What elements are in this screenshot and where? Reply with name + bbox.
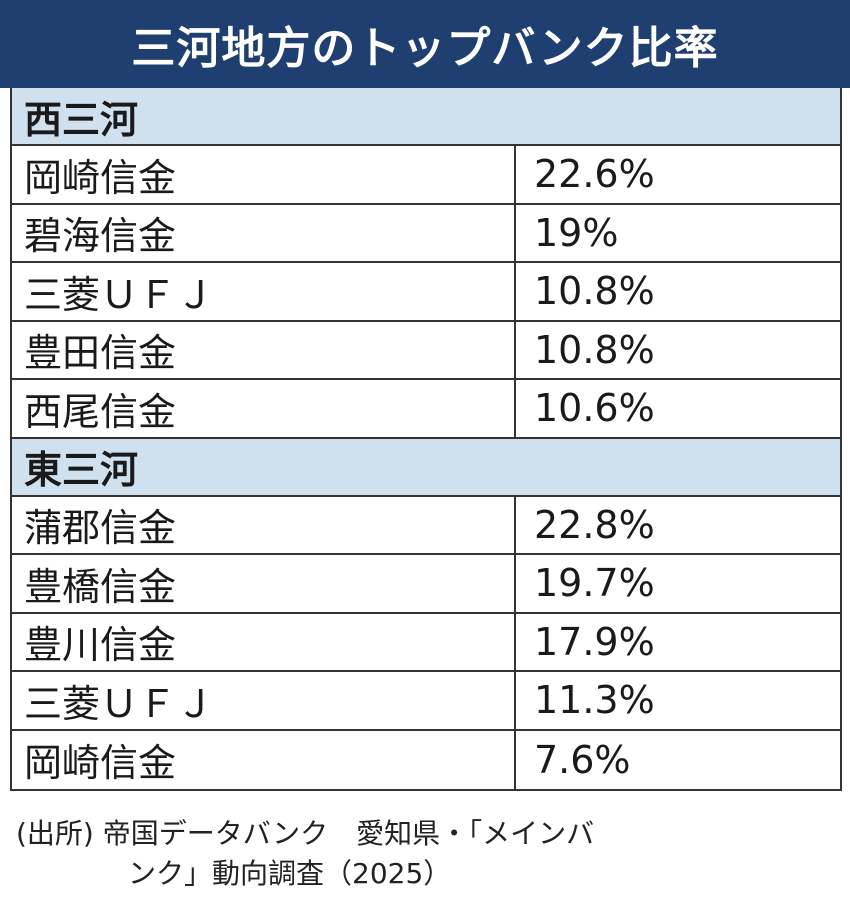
group-header: 西三河 bbox=[12, 88, 840, 146]
ratio-value-cell: 10.8% bbox=[534, 269, 655, 314]
table-row: 岡崎信金 22.6% bbox=[12, 146, 840, 205]
table-row: 三菱ＵＦＪ 10.8% bbox=[12, 263, 840, 322]
chart-title: 三河地方のトップバンク比率 bbox=[131, 23, 719, 74]
bank-name-cell: 三菱ＵＦＪ bbox=[12, 263, 516, 320]
table-row: 豊田信金 10.8% bbox=[12, 321, 840, 380]
group-header: 東三河 bbox=[12, 438, 840, 497]
ratio-value-cell: 17.9% bbox=[534, 619, 655, 664]
bank-name-cell: 西尾信金 bbox=[12, 380, 516, 437]
bank-name-cell: 豊田信金 bbox=[12, 321, 516, 378]
ratio-value-cell: 22.6% bbox=[534, 152, 655, 197]
table-row: 蒲郡信金 22.8% bbox=[12, 496, 840, 555]
ratio-table: 西三河 岡崎信金 22.6% 碧海信金 19% 三菱ＵＦＪ 10.8% 豊田信金 10.8% 西尾… bbox=[10, 88, 842, 791]
ratio-value-cell: 10.8% bbox=[534, 327, 655, 372]
bank-name-cell: 碧海信金 bbox=[12, 204, 516, 261]
source-note: (出所) 帝国データバンク 愛知県・「メインバ ンク」動向調査（2025） bbox=[16, 814, 836, 894]
ratio-value-cell: 7.6% bbox=[534, 737, 631, 782]
bank-name-cell: 蒲郡信金 bbox=[12, 496, 516, 553]
ratio-value-cell: 22.8% bbox=[534, 502, 655, 547]
bank-name-cell: 岡崎信金 bbox=[12, 146, 516, 203]
table-row: 碧海信金 19% bbox=[12, 204, 840, 263]
table-row: 三菱ＵＦＪ 11.3% bbox=[12, 672, 840, 731]
table-row: 豊川信金 17.9% bbox=[12, 613, 840, 672]
table-row: 豊橋信金 19.7% bbox=[12, 555, 840, 614]
title-bar: 三河地方のトップバンク比率 bbox=[0, 0, 850, 88]
table-row: 西尾信金 10.6% bbox=[12, 380, 840, 439]
bank-name-cell: 豊川信金 bbox=[12, 613, 516, 670]
ratio-value-cell: 10.6% bbox=[534, 386, 655, 431]
ratio-value-cell: 19% bbox=[534, 210, 619, 255]
source-line-1: (出所) 帝国データバンク 愛知県・「メインバ bbox=[16, 817, 595, 850]
ratio-value-cell: 11.3% bbox=[534, 678, 655, 723]
bank-name-cell: 豊橋信金 bbox=[12, 555, 516, 612]
bank-name-cell: 三菱ＵＦＪ bbox=[12, 672, 516, 729]
source-line-2: ンク」動向調査（2025） bbox=[128, 857, 452, 890]
table-row: 岡崎信金 7.6% bbox=[12, 730, 840, 789]
bank-name-cell: 岡崎信金 bbox=[12, 730, 516, 789]
ratio-value-cell: 19.7% bbox=[534, 561, 655, 606]
